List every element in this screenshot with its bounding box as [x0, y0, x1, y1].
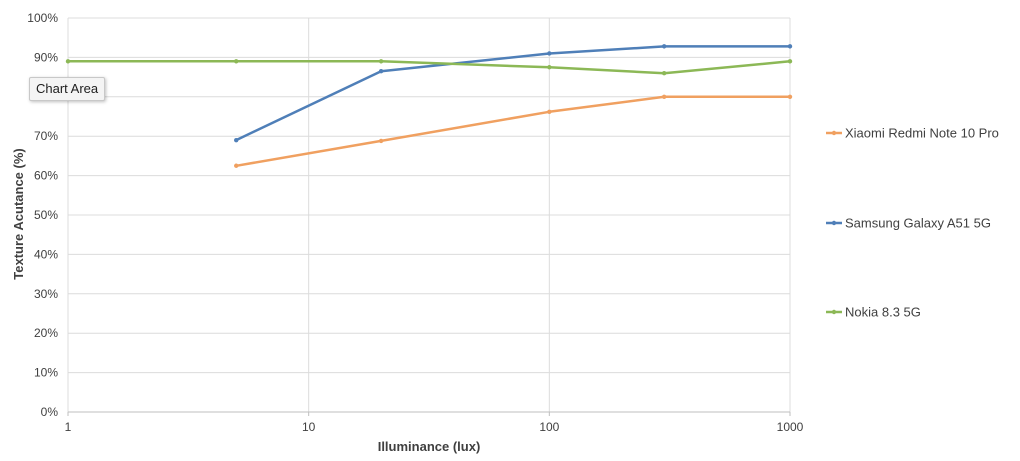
legend-marker: [831, 309, 837, 315]
series-0: [234, 94, 793, 168]
y-tick-label: 20%: [34, 326, 58, 340]
legend-label: Nokia 8.3 5G: [845, 305, 921, 320]
legend-item: Nokia 8.3 5G: [826, 305, 921, 320]
data-point: [547, 65, 552, 70]
data-point: [65, 59, 71, 64]
legend-item: Xiaomi Redmi Note 10 Pro: [826, 126, 999, 141]
legend-label: Samsung Galaxy A51 5G: [845, 216, 991, 231]
axes: 0%10%20%30%40%50%60%70%80%90%100%1101001…: [27, 11, 803, 434]
x-tick-label: 1: [65, 420, 72, 434]
series-line: [66, 60, 792, 75]
y-tick-label: 30%: [34, 287, 58, 301]
data-point: [234, 137, 239, 143]
data-point: [234, 163, 239, 168]
y-tick-label: 50%: [34, 208, 58, 222]
data-point: [234, 59, 239, 64]
data-point: [787, 44, 793, 49]
legend-item: Samsung Galaxy A51 5G: [826, 216, 991, 231]
data-point: [547, 51, 552, 56]
series-1: [234, 44, 793, 143]
y-tick-label: 70%: [34, 129, 58, 143]
legend-marker: [831, 130, 837, 136]
data-point: [787, 94, 793, 100]
data-point: [547, 109, 552, 114]
chart-area-tooltip: Chart Area: [29, 77, 106, 101]
y-axis-title: Texture Acutance (%): [11, 148, 26, 279]
y-tick-label: 0%: [41, 405, 59, 419]
y-tick-label: 60%: [34, 169, 58, 183]
series-lines: [65, 44, 793, 168]
y-tick-label: 100%: [27, 11, 58, 25]
data-point: [378, 68, 384, 74]
x-tick-label: 10: [302, 420, 316, 434]
series-line: [234, 95, 792, 168]
legend-label: Xiaomi Redmi Note 10 Pro: [845, 126, 999, 141]
y-tick-label: 90%: [34, 50, 58, 64]
data-point: [378, 138, 384, 144]
gridlines: [67, 17, 791, 413]
data-point: [787, 59, 793, 64]
x-tick-label: 100: [539, 420, 559, 434]
data-point: [661, 94, 667, 100]
legend-marker: [831, 220, 837, 226]
x-axis-title: Illuminance (lux): [378, 439, 481, 454]
data-point: [661, 70, 667, 76]
legend: Xiaomi Redmi Note 10 Pro Samsung Galaxy A…: [826, 126, 999, 320]
y-tick-label: 10%: [34, 366, 58, 380]
y-tick-label: 40%: [34, 247, 58, 261]
data-point: [378, 59, 384, 64]
series-2: [65, 59, 793, 76]
data-point: [661, 44, 667, 49]
x-tick-label: 1000: [777, 420, 804, 434]
